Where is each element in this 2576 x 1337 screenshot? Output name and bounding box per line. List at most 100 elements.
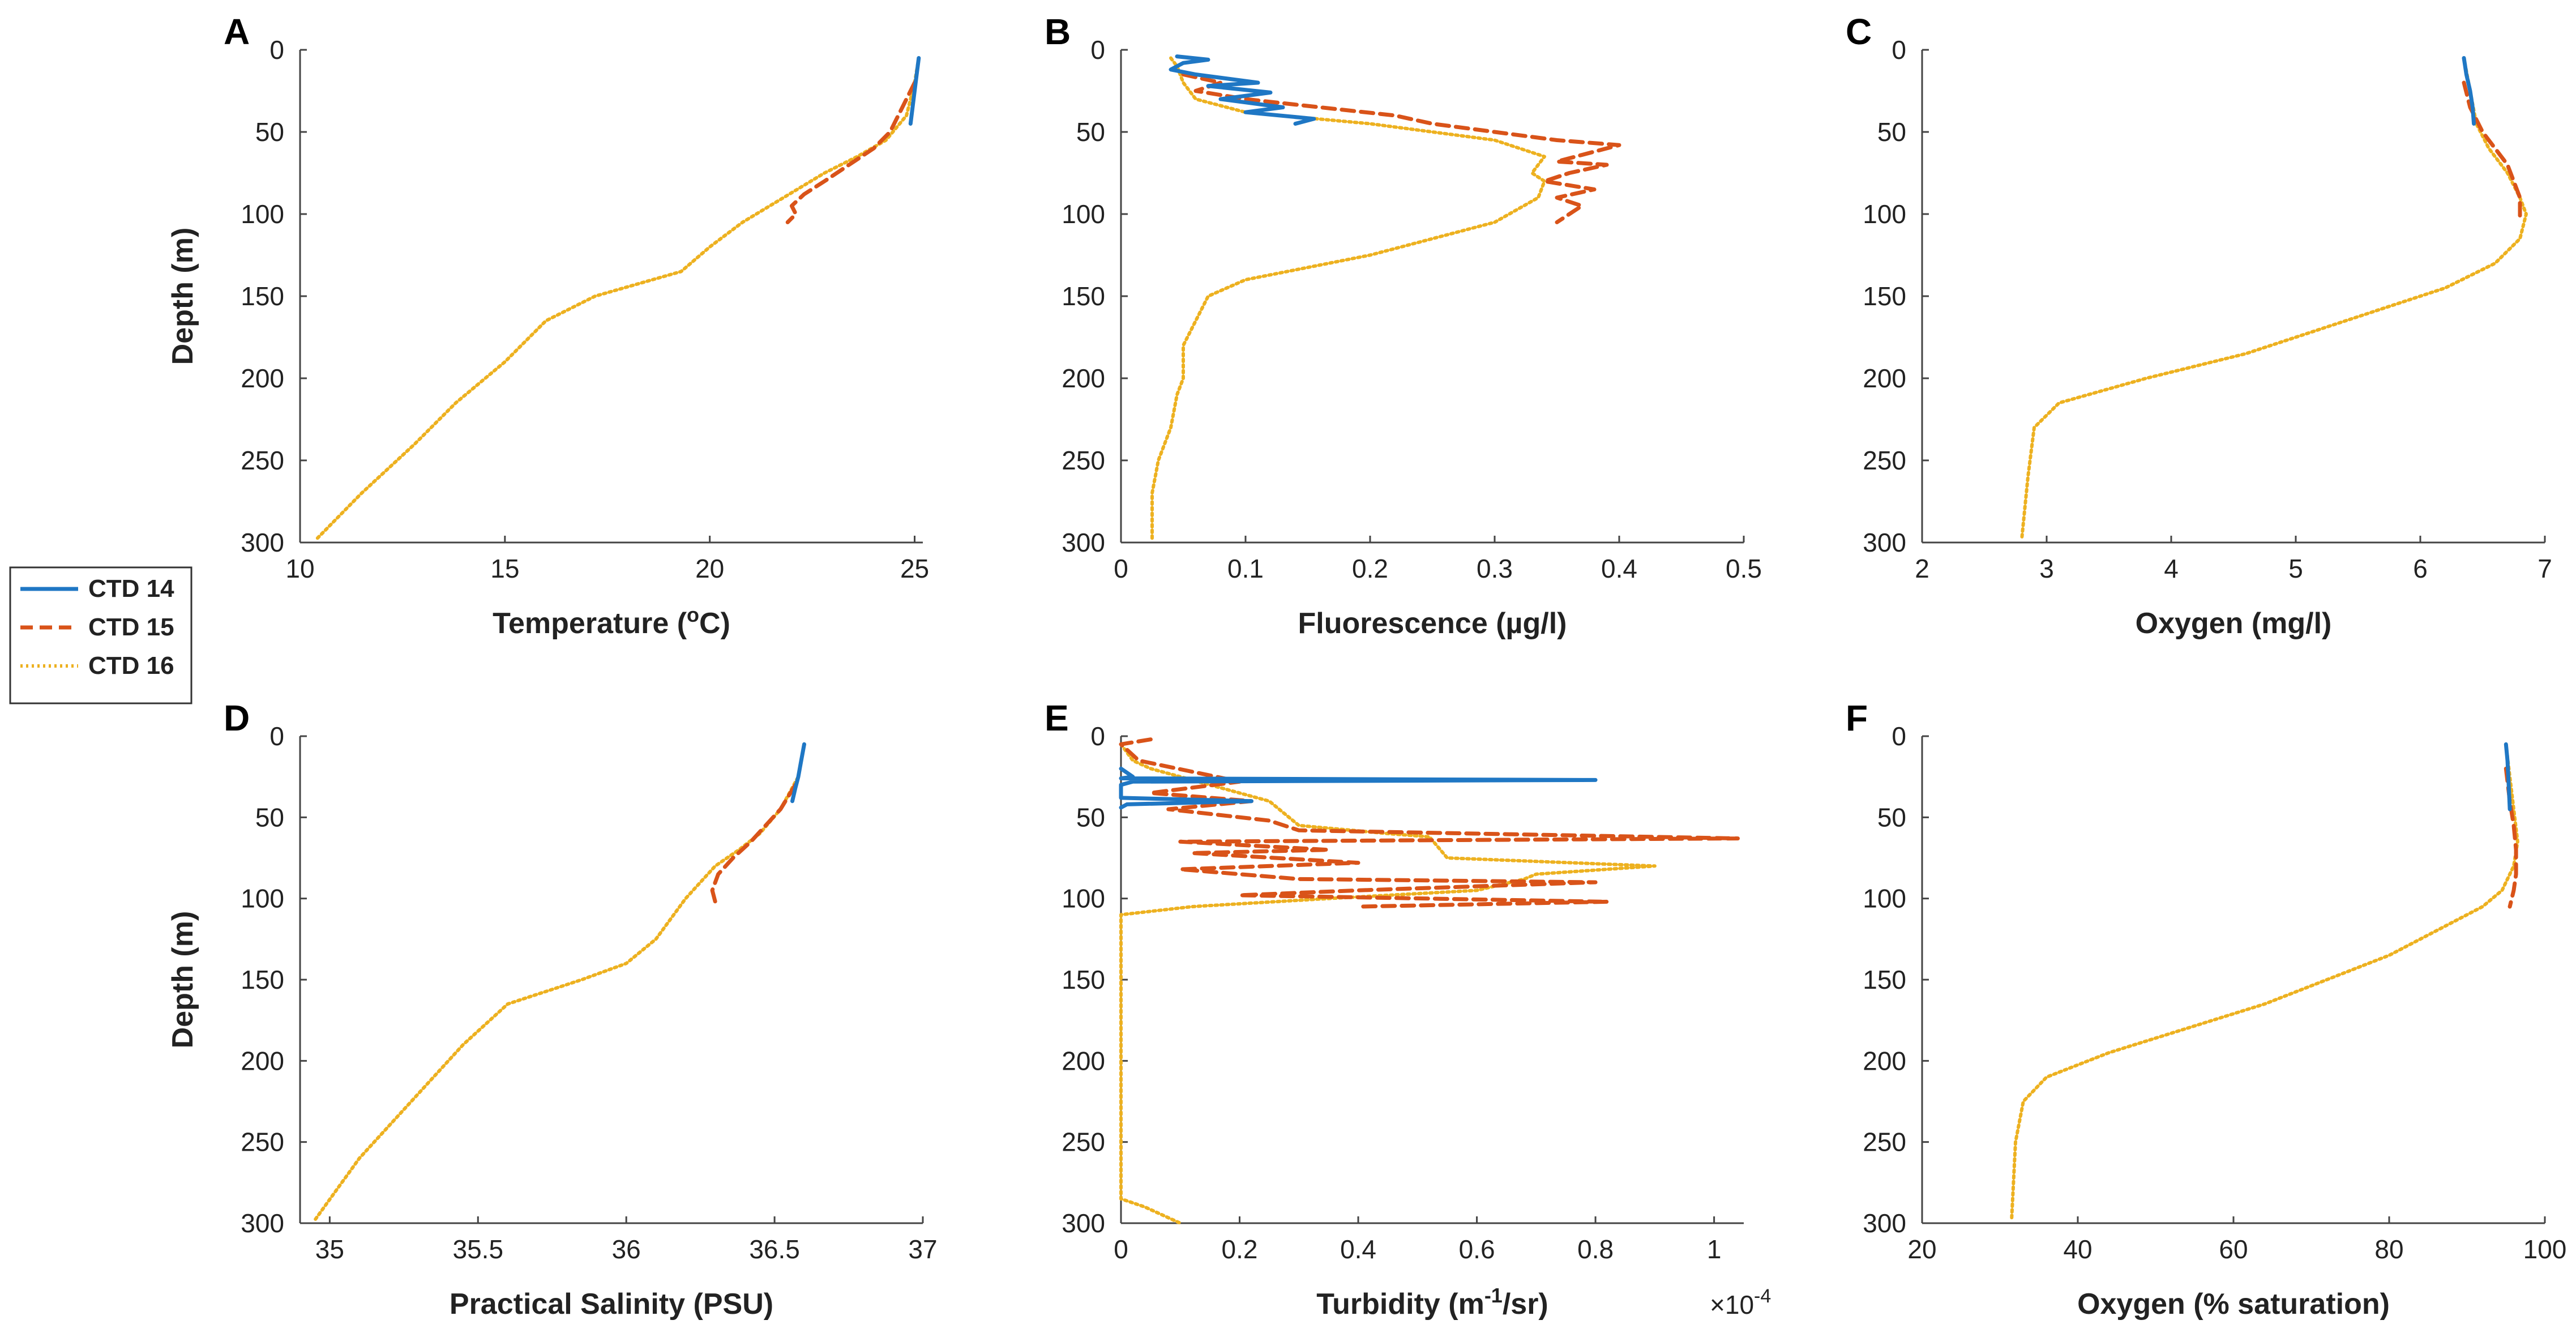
- x-tick-label: 6: [2413, 554, 2428, 583]
- x-tick-label: 37: [908, 1235, 937, 1264]
- y-tick-label: 100: [1062, 884, 1105, 913]
- legend-label: CTD 16: [88, 652, 174, 680]
- x-axis-label: Fluorescence (µg/l): [1298, 607, 1567, 640]
- series-line-ctd16: [1119, 742, 1657, 1225]
- x-tick-label: 35: [315, 1235, 344, 1264]
- x-tick-label: 0.1: [1227, 554, 1264, 583]
- x-tick-label: 3: [2039, 554, 2054, 583]
- y-tick-label: 0: [1090, 721, 1105, 751]
- y-tick-label: 250: [1863, 1127, 1906, 1157]
- x-tick-label: 35.5: [453, 1235, 504, 1264]
- y-tick-label: 150: [1062, 281, 1105, 311]
- x-tick-label: 40: [2063, 1235, 2092, 1264]
- series-line-ctd16: [313, 742, 806, 1222]
- y-tick-label: 0: [1892, 721, 1906, 751]
- x-tick-label: 0.4: [1340, 1235, 1376, 1264]
- legend: CTD 14 CTD 15 CTD 16: [9, 566, 192, 704]
- x-axis-label-text: Turbidity (m: [1316, 1288, 1484, 1321]
- y-axis-label: Depth (m): [166, 228, 199, 365]
- y-tick-label: 50: [1877, 117, 1906, 147]
- y-tick-label: 100: [1863, 199, 1906, 229]
- panel-d: D 0 50 100 150 200 250 300 35 35.5 36 36.5 37 Practic…: [166, 698, 938, 1321]
- panel-c: C 0 50 100 150 200 250 300 2 3 4 5 6 7 Oxygen (mg/l): [1846, 11, 2552, 640]
- series-line-ctd14: [790, 742, 806, 804]
- y-tick-label: 250: [241, 446, 284, 475]
- y-tick-label: 100: [241, 199, 284, 229]
- x-axis-label-sup: -1: [1484, 1284, 1503, 1307]
- series-line-ctd14: [1119, 766, 1598, 810]
- x-tick-label: 20: [695, 554, 724, 583]
- y-tick-label: 250: [1863, 446, 1906, 475]
- x-tick-label: 0: [1114, 554, 1128, 583]
- y-tick-label: 300: [1863, 1208, 1906, 1238]
- x-tick-label: 5: [2288, 554, 2303, 583]
- x-tick-label: 80: [2374, 1235, 2403, 1264]
- x-tick-label: 0.2: [1352, 554, 1388, 583]
- y-tick-label: 200: [1062, 364, 1105, 393]
- y-tick-label: 150: [1863, 965, 1906, 994]
- x-tick-label: 100: [2523, 1235, 2567, 1264]
- y-tick-label: 50: [1877, 802, 1906, 832]
- series-line-ctd16: [314, 56, 921, 541]
- series-line-ctd14: [2504, 742, 2512, 811]
- x-tick-label: 0: [1114, 1235, 1128, 1264]
- x-axis-label: Oxygen (mg/l): [2136, 607, 2332, 640]
- x-axis-label-text: Temperature (: [493, 607, 687, 640]
- x-axis-label-sup: o: [687, 603, 699, 626]
- y-tick-label: 300: [241, 528, 284, 557]
- panel-letter: F: [1846, 698, 1868, 738]
- series-line-ctd16: [2010, 742, 2519, 1222]
- x-axis-label: Oxygen (% saturation): [2077, 1288, 2390, 1321]
- y-tick-label: 300: [1062, 528, 1105, 557]
- x-tick-label: 25: [900, 554, 929, 583]
- x-multiplier-base: ×10: [1710, 1290, 1754, 1319]
- y-tick-label: 0: [269, 35, 284, 65]
- y-tick-label: 150: [241, 281, 284, 311]
- y-tick-label: 200: [241, 1046, 284, 1075]
- y-tick-label: 250: [241, 1127, 284, 1157]
- x-tick-label: 0.2: [1222, 1235, 1258, 1264]
- y-tick-label: 0: [1090, 35, 1105, 65]
- y-tick-label: 50: [1076, 117, 1105, 147]
- series-line-ctd14: [2462, 56, 2476, 126]
- y-tick-label: 50: [1076, 802, 1105, 832]
- y-tick-label: 100: [1863, 884, 1906, 913]
- x-tick-label: 60: [2219, 1235, 2248, 1264]
- x-multiplier: ×10-4: [1710, 1285, 1771, 1319]
- x-axis-label-tail: C): [699, 607, 730, 640]
- series-line-ctd15: [710, 783, 798, 904]
- x-axis-label-tail: /sr): [1503, 1288, 1548, 1321]
- x-tick-label: 7: [2538, 554, 2552, 583]
- y-tick-label: 200: [1863, 364, 1906, 393]
- x-multiplier-sup: -4: [1754, 1285, 1771, 1307]
- x-tick-label: 15: [490, 554, 519, 583]
- x-tick-label: 4: [2164, 554, 2179, 583]
- panel-letter: D: [224, 698, 250, 738]
- panel-letter: C: [1846, 11, 1872, 52]
- y-axis-label: Depth (m): [166, 911, 199, 1049]
- legend-label: CTD 15: [88, 613, 174, 641]
- x-tick-label: 20: [1907, 1235, 1936, 1264]
- y-tick-label: 100: [241, 884, 284, 913]
- x-axis-label: Practical Salinity (PSU): [450, 1288, 773, 1321]
- y-tick-label: 300: [241, 1208, 284, 1238]
- y-tick-label: 0: [269, 721, 284, 751]
- x-tick-label: 2: [1915, 554, 1929, 583]
- panel-letter: A: [224, 11, 250, 52]
- x-tick-label: 1: [1707, 1235, 1722, 1264]
- y-tick-label: 200: [1062, 1046, 1105, 1075]
- x-tick-label: 0.3: [1477, 554, 1513, 583]
- y-tick-label: 200: [241, 364, 284, 393]
- y-tick-label: 250: [1062, 1127, 1105, 1157]
- y-tick-label: 150: [241, 965, 284, 994]
- series-line-ctd15: [1119, 737, 1740, 909]
- y-tick-label: 200: [1863, 1046, 1906, 1075]
- y-tick-label: 300: [1062, 1208, 1105, 1238]
- x-tick-label: 0.8: [1577, 1235, 1614, 1264]
- series-line-ctd14: [908, 56, 921, 126]
